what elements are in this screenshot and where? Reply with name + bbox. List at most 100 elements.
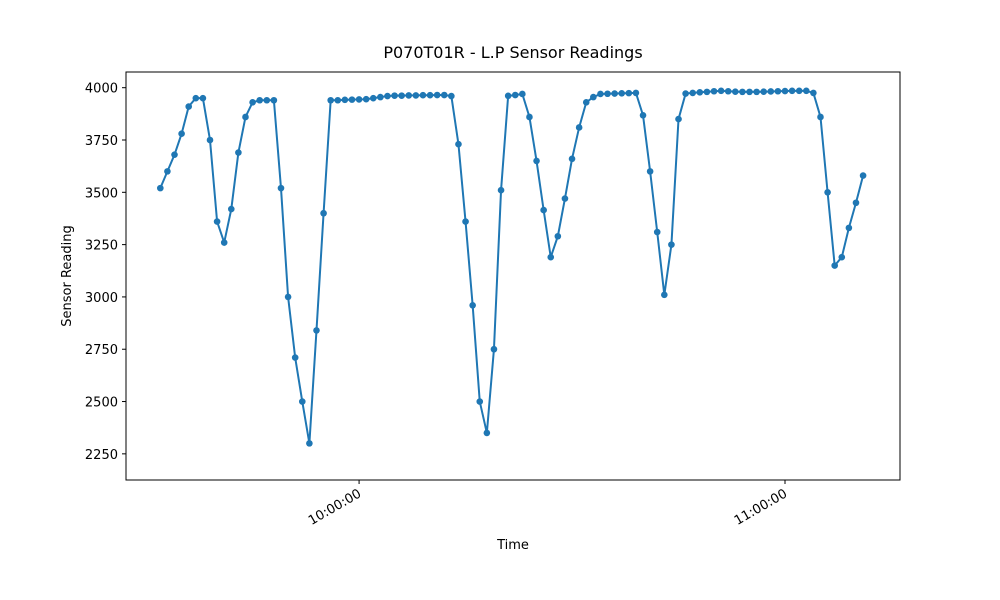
data-point [653, 228, 661, 236]
data-point [511, 91, 519, 99]
data-point [788, 87, 796, 95]
data-point [334, 96, 342, 104]
data-point [398, 92, 405, 99]
data-point [206, 136, 214, 144]
data-point [462, 218, 469, 225]
data-point [845, 224, 853, 232]
data-point [270, 96, 278, 104]
y-tick-label: 2500 [85, 396, 118, 411]
data-point [448, 92, 455, 100]
data-point [646, 168, 654, 175]
data-point [710, 87, 718, 95]
data-point [369, 94, 377, 102]
data-point [164, 168, 171, 175]
data-point [227, 205, 235, 213]
y-tick-label: 2750 [85, 343, 118, 358]
y-tick-label: 3750 [85, 134, 118, 149]
y-axis-label: Sensor Reading [60, 225, 75, 326]
data-point [348, 96, 356, 103]
data-point [377, 93, 384, 101]
data-point [426, 91, 434, 99]
data-point [604, 90, 611, 98]
data-point [831, 262, 838, 269]
data-point [256, 96, 263, 104]
data-point [689, 89, 697, 97]
data-point [696, 88, 704, 96]
data-point [171, 151, 178, 158]
data-point [391, 92, 398, 99]
data-point [298, 398, 306, 405]
data-point [767, 88, 775, 95]
data-point [277, 184, 285, 192]
data-point [547, 253, 555, 261]
data-point [483, 429, 491, 437]
data-point [476, 398, 484, 405]
data-point [739, 88, 746, 96]
x-tick-label: 10:00:00 [306, 486, 364, 528]
data-point [469, 301, 476, 309]
data-point [199, 94, 207, 102]
data-point [795, 87, 803, 95]
data-point [554, 232, 562, 240]
y-tick-label: 3250 [85, 239, 118, 254]
data-point [249, 99, 256, 106]
data-point [753, 88, 760, 96]
data-point [362, 95, 370, 103]
data-point [802, 87, 810, 95]
data-point [504, 92, 512, 100]
data-point [384, 92, 391, 100]
data-point [242, 113, 249, 121]
data-point [327, 96, 334, 104]
data-point [355, 96, 363, 103]
data-point [760, 88, 768, 95]
data-point [703, 88, 711, 96]
data-point [220, 239, 228, 246]
plot-frame [125, 71, 901, 481]
data-point [611, 90, 618, 97]
data-point [341, 96, 349, 104]
y-tick-label: 3500 [85, 186, 118, 201]
data-point [781, 87, 789, 95]
data-point [817, 113, 824, 121]
data-point [192, 94, 200, 102]
y-tick-label: 2250 [85, 448, 118, 463]
data-point [852, 199, 860, 207]
data-point [440, 91, 448, 99]
data-point [263, 96, 271, 104]
data-point [213, 218, 221, 225]
data-point [306, 440, 313, 447]
data-point [582, 99, 590, 106]
data-point [412, 92, 420, 99]
data-point [859, 172, 867, 179]
data-point [157, 184, 164, 192]
data-point [497, 186, 505, 194]
data-point [526, 113, 533, 121]
data-point [490, 345, 498, 353]
y-tick-label: 4000 [85, 82, 118, 97]
data-point [675, 115, 682, 123]
data-point [732, 88, 739, 95]
y-tick-label: 3000 [85, 291, 118, 306]
data-point [235, 149, 242, 156]
data-point [313, 327, 320, 334]
data-point [717, 87, 725, 95]
chart-title: P070T01R - L.P Sensor Readings [383, 43, 642, 62]
data-point [519, 90, 526, 98]
data-point [405, 92, 413, 99]
data-point [824, 189, 831, 196]
data-point [455, 140, 462, 148]
data-point [810, 89, 817, 97]
data-point [178, 130, 185, 138]
data-point [320, 209, 327, 217]
data-point [661, 291, 668, 299]
data-point [575, 124, 583, 131]
data-point [774, 87, 782, 95]
data-point [185, 103, 193, 110]
x-tick-label: 11:00:00 [732, 486, 790, 528]
data-point [568, 155, 576, 163]
data-point [682, 90, 689, 97]
data-point [284, 293, 292, 301]
data-point [618, 90, 626, 97]
